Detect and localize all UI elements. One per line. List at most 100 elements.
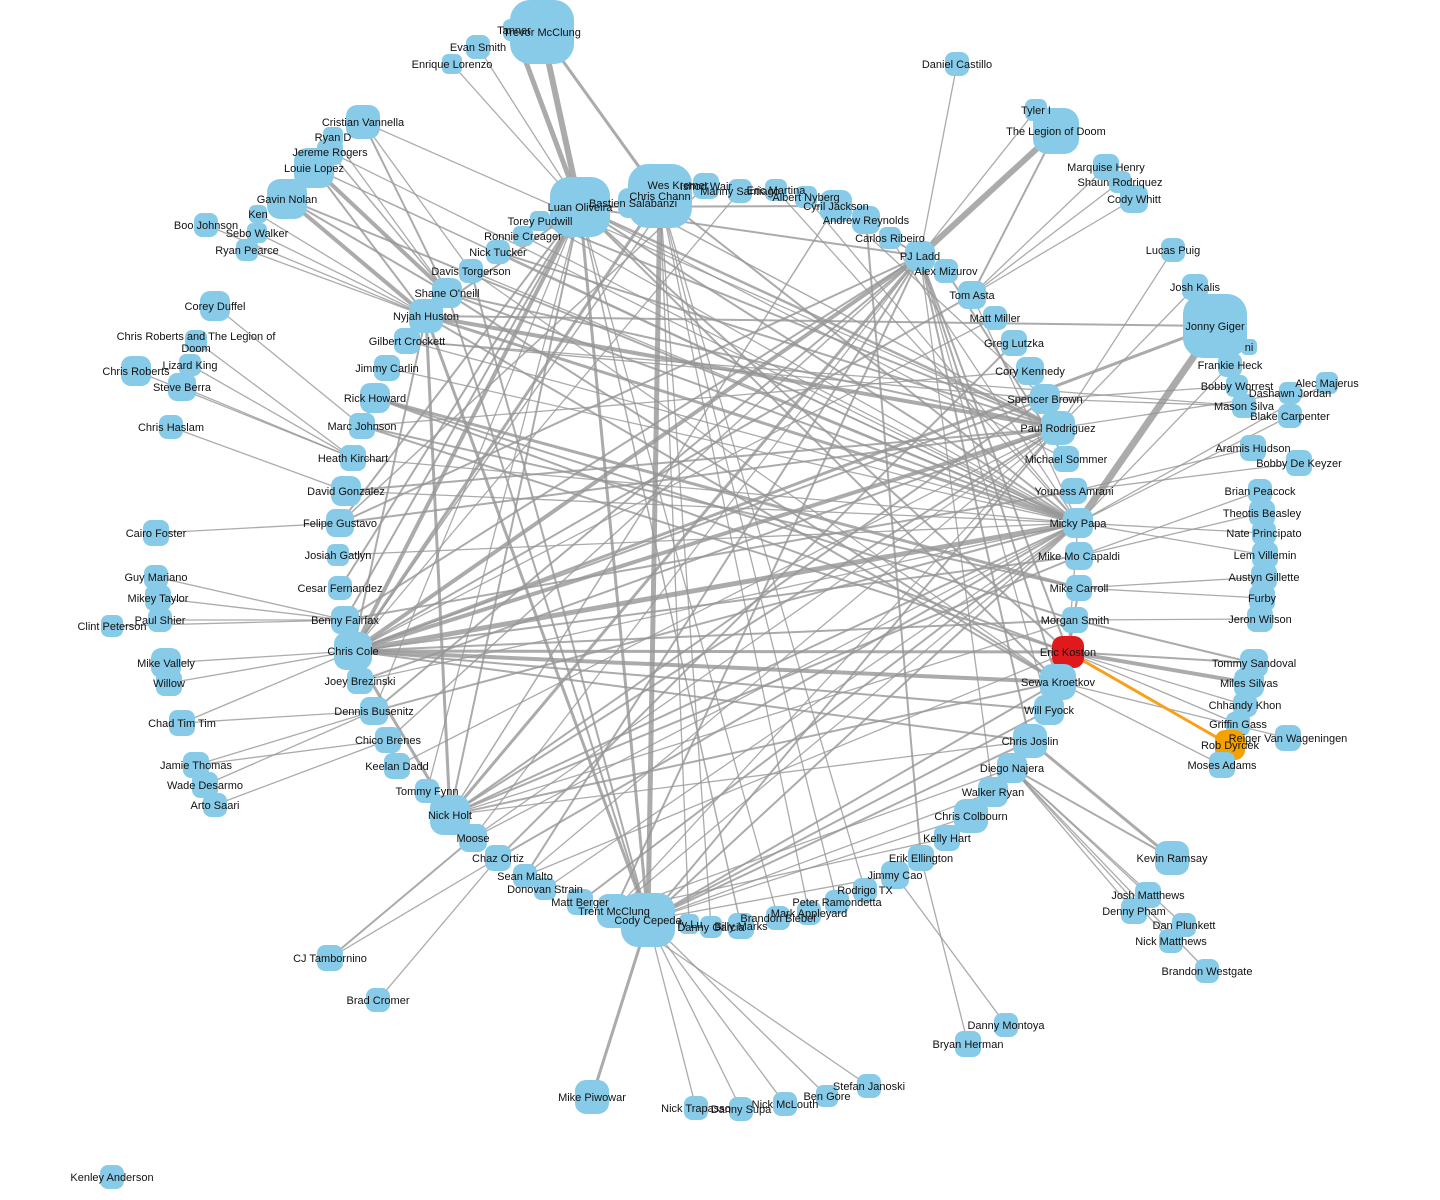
node-luan-oliveira[interactable] <box>550 177 610 237</box>
node-will-fyock[interactable] <box>1034 695 1064 725</box>
node-nick-holt[interactable] <box>430 795 470 835</box>
node-youness-amrani[interactable] <box>1061 478 1087 504</box>
node-michael-sommer[interactable] <box>1053 446 1079 472</box>
node-morgan-smith[interactable] <box>1062 607 1088 633</box>
node-nate-principato[interactable] <box>1252 521 1276 545</box>
node-trent-mcclung[interactable] <box>597 894 631 928</box>
node-mikey-taylor[interactable] <box>145 585 171 611</box>
node-joey-brezinski[interactable] <box>347 668 373 694</box>
node-denny-pham[interactable] <box>1121 898 1147 924</box>
node-chris-haslam[interactable] <box>159 415 183 439</box>
node-jonny-giger[interactable] <box>1183 294 1247 358</box>
node-ryan-pearce[interactable] <box>236 239 258 261</box>
node-paul-shier[interactable] <box>148 608 172 632</box>
node-jeron-wilson[interactable] <box>1247 606 1273 632</box>
node-eric-martina[interactable] <box>765 179 787 201</box>
node-moses-adams[interactable] <box>1209 752 1235 778</box>
node-tommy-fynn[interactable] <box>415 779 439 803</box>
node-furby[interactable] <box>1249 585 1275 611</box>
node-steve-berra[interactable] <box>168 373 196 401</box>
node-tanner[interactable] <box>503 19 525 41</box>
node-ty-lu[interactable] <box>679 914 699 934</box>
node-ben-gore[interactable] <box>816 1085 838 1107</box>
node-rodrigo-tx[interactable] <box>853 878 877 902</box>
node-chaz-ortiz[interactable] <box>485 845 511 871</box>
node-gilbert-crockett[interactable] <box>394 328 420 354</box>
node-kelly-hart[interactable] <box>934 825 960 851</box>
node-brad-cromer[interactable] <box>366 988 390 1012</box>
node-dennis-busenitz[interactable] <box>360 697 388 725</box>
node-nick-trapasso[interactable] <box>684 1096 708 1120</box>
node-torey-pudwill[interactable] <box>530 211 550 231</box>
node-heath-kirchart[interactable] <box>340 445 366 471</box>
node-austyn-gillette[interactable] <box>1251 564 1277 590</box>
node-jimmy-cao[interactable] <box>881 861 909 889</box>
node-shane-o-neill[interactable] <box>432 278 462 308</box>
node-pj-ladd[interactable] <box>905 241 935 271</box>
node-louie-lopez[interactable] <box>294 148 334 188</box>
node-jamie-thomas[interactable] <box>183 752 209 778</box>
node-albert-nyberg[interactable] <box>795 186 817 208</box>
node-frankie-heck[interactable] <box>1218 353 1242 377</box>
node-felipe-gustavo[interactable] <box>326 509 354 537</box>
node-mike-carroll[interactable] <box>1066 575 1092 601</box>
node-matt-miller[interactable] <box>983 306 1007 330</box>
node-diego-najera[interactable] <box>997 753 1027 783</box>
node-jimmy-carlin[interactable] <box>374 355 400 381</box>
node-carlos-ribeiro[interactable] <box>879 227 901 249</box>
node-brandon-biebel[interactable] <box>766 906 790 930</box>
node-davis-torgerson[interactable] <box>459 259 483 283</box>
node-cyril-jackson[interactable] <box>820 190 852 222</box>
node-aramis-hudson[interactable] <box>1240 435 1266 461</box>
node-brandon-westgate[interactable] <box>1195 959 1219 983</box>
node-bobby-worrest[interactable] <box>1226 375 1248 397</box>
node-cesar-fernandez[interactable] <box>328 576 352 600</box>
node-chico-brenes[interactable] <box>375 727 401 753</box>
node-ken[interactable] <box>249 205 267 223</box>
node-willow[interactable] <box>156 670 182 696</box>
node-gavin-nolan[interactable] <box>267 179 307 219</box>
node-chris-roberts-and-the-legion-of[interactable] <box>185 330 207 352</box>
node-arto-saari[interactable] <box>203 793 227 817</box>
node-trevor-mcclung[interactable] <box>510 0 574 64</box>
node-boo-johnson[interactable] <box>194 213 218 237</box>
node-stefan-janoski[interactable] <box>857 1074 881 1098</box>
node-keelan-dadd[interactable] <box>384 753 410 779</box>
node-chris-roberts[interactable] <box>121 356 151 386</box>
node-cristian-vannella[interactable] <box>346 105 380 139</box>
node-cory-kennedy[interactable] <box>1016 357 1044 385</box>
node-nyjah-huston[interactable] <box>409 299 443 333</box>
node-peter-ramondetta[interactable] <box>825 890 849 914</box>
node-nick-mclouth[interactable] <box>773 1092 797 1116</box>
node-lizard-king[interactable] <box>179 354 201 376</box>
node-spencer-brown[interactable] <box>1030 384 1060 414</box>
node-bryan-herman[interactable] <box>955 1031 981 1057</box>
node-sewa-kroetkov[interactable] <box>1040 664 1076 700</box>
node-blake-carpenter[interactable] <box>1278 404 1302 428</box>
node-bobby-de-keyzer[interactable] <box>1286 450 1312 476</box>
node-walker-ryan[interactable] <box>978 777 1008 807</box>
node-danny-supa[interactable] <box>729 1097 753 1121</box>
node-cairo-foster[interactable] <box>143 520 169 546</box>
node-nick-matthews[interactable] <box>1159 929 1183 953</box>
node-manny-santiago[interactable] <box>728 179 752 203</box>
node-ishod-wair[interactable] <box>693 173 719 199</box>
node-chhandy-khon[interactable] <box>1233 693 1257 717</box>
node-lem-villemin[interactable] <box>1252 542 1278 568</box>
node-kenley-anderson[interactable] <box>100 1165 124 1189</box>
node-miles-silvas[interactable] <box>1234 668 1264 698</box>
node-clint-peterson[interactable] <box>101 615 123 637</box>
node-mason-silva[interactable] <box>1232 394 1256 418</box>
node-ni[interactable] <box>1241 339 1257 355</box>
node-cody-cepeda[interactable] <box>621 893 675 947</box>
node-ronnie-creager[interactable] <box>513 226 533 246</box>
node-tom-asta[interactable] <box>958 281 986 309</box>
node-donovan-strain[interactable] <box>534 878 556 900</box>
node-enrique-lorenzo[interactable] <box>442 54 462 74</box>
node-matt-berger[interactable] <box>567 889 593 915</box>
node-micky-papa[interactable] <box>1063 508 1093 538</box>
node-sebo-walker[interactable] <box>247 223 267 243</box>
node-lucas-puig[interactable] <box>1161 238 1185 262</box>
node-alec-majerus[interactable] <box>1316 372 1338 394</box>
node-andrew-reynolds[interactable] <box>852 206 880 234</box>
